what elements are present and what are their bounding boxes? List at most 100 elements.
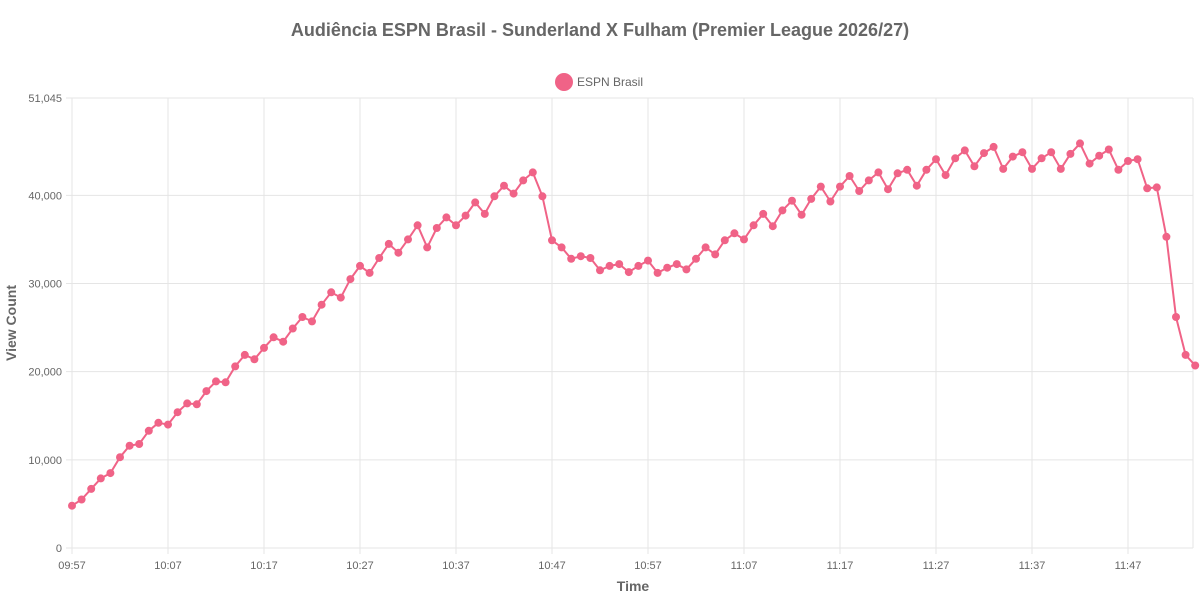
data-point[interactable] (1028, 164, 1036, 173)
data-point[interactable] (452, 221, 460, 230)
data-point[interactable] (605, 261, 614, 270)
data-point[interactable] (1037, 154, 1046, 163)
data-point[interactable] (404, 235, 412, 244)
data-point[interactable] (730, 229, 739, 238)
data-point[interactable] (807, 194, 816, 203)
data-point[interactable] (768, 222, 777, 231)
data-point[interactable] (1172, 313, 1180, 321)
data-point[interactable] (432, 224, 441, 232)
data-point[interactable] (269, 333, 278, 342)
data-point[interactable] (144, 426, 153, 435)
data-point[interactable] (154, 418, 163, 427)
data-point[interactable] (874, 168, 883, 177)
data-point[interactable] (941, 171, 950, 180)
data-point[interactable] (413, 221, 422, 230)
data-point[interactable] (826, 197, 835, 206)
data-point[interactable] (586, 254, 595, 262)
data-point[interactable] (864, 176, 873, 185)
data-point[interactable] (442, 213, 451, 222)
data-point[interactable] (951, 154, 960, 163)
data-point[interactable] (68, 501, 76, 510)
data-point[interactable] (1066, 149, 1075, 158)
data-point[interactable] (1018, 148, 1027, 157)
data-point[interactable] (855, 187, 864, 195)
data-point[interactable] (672, 260, 681, 269)
data-point[interactable] (519, 176, 528, 185)
data-point[interactable] (711, 250, 720, 259)
data-point[interactable] (816, 182, 825, 191)
data-point[interactable] (682, 265, 691, 274)
data-point[interactable] (701, 243, 710, 252)
data-point[interactable] (528, 168, 537, 177)
data-point[interactable] (471, 198, 480, 207)
data-point[interactable] (87, 484, 96, 493)
data-point[interactable] (298, 313, 307, 321)
data-point[interactable] (1143, 184, 1152, 193)
data-point[interactable] (96, 474, 105, 483)
data-point[interactable] (1191, 361, 1200, 370)
data-point[interactable] (317, 300, 326, 309)
data-point[interactable] (1181, 350, 1190, 359)
data-point[interactable] (509, 189, 518, 198)
data-point[interactable] (1056, 164, 1065, 173)
data-point[interactable] (202, 387, 211, 396)
data-point[interactable] (231, 362, 240, 371)
data-point[interactable] (1076, 139, 1084, 148)
data-point[interactable] (912, 181, 921, 190)
data-point[interactable] (576, 252, 585, 261)
data-point[interactable] (740, 235, 748, 244)
data-point[interactable] (135, 440, 144, 448)
data-point[interactable] (624, 268, 633, 277)
data-point[interactable] (1124, 157, 1132, 165)
data-point[interactable] (692, 254, 700, 263)
data-point[interactable] (884, 185, 892, 194)
data-point[interactable] (336, 293, 345, 302)
data-point[interactable] (480, 209, 489, 218)
data-point[interactable] (116, 453, 124, 462)
data-point[interactable] (759, 209, 768, 218)
data-point[interactable] (1095, 151, 1104, 160)
data-point[interactable] (1152, 183, 1161, 192)
data-point[interactable] (1133, 155, 1142, 164)
data-point[interactable] (1114, 165, 1123, 174)
data-point[interactable] (960, 146, 969, 155)
data-point[interactable] (1085, 159, 1094, 168)
data-point[interactable] (797, 210, 806, 219)
data-point[interactable] (461, 211, 470, 220)
data-point[interactable] (327, 288, 336, 297)
data-point[interactable] (183, 399, 192, 408)
data-point[interactable] (173, 408, 182, 417)
data-point[interactable] (548, 236, 556, 245)
data-point[interactable] (423, 243, 432, 252)
data-point[interactable] (538, 192, 547, 201)
data-point[interactable] (1047, 148, 1056, 157)
data-point[interactable] (999, 164, 1008, 173)
data-point[interactable] (1104, 145, 1113, 154)
data-point[interactable] (567, 254, 576, 263)
data-point[interactable] (288, 324, 297, 333)
data-point[interactable] (644, 256, 652, 265)
data-point[interactable] (106, 469, 115, 478)
data-point[interactable] (500, 181, 508, 190)
data-point[interactable] (970, 162, 979, 171)
data-point[interactable] (653, 268, 662, 277)
data-point[interactable] (221, 378, 230, 387)
data-point[interactable] (308, 317, 316, 326)
data-point[interactable] (250, 355, 259, 364)
data-point[interactable] (989, 142, 998, 151)
data-point[interactable] (164, 420, 172, 429)
data-point[interactable] (490, 192, 499, 201)
data-point[interactable] (922, 165, 931, 174)
data-point[interactable] (615, 260, 624, 269)
data-point[interactable] (557, 243, 566, 252)
data-point[interactable] (663, 263, 672, 272)
data-point[interactable] (980, 149, 988, 158)
data-point[interactable] (279, 337, 288, 346)
data-point[interactable] (1008, 152, 1017, 161)
data-point[interactable] (375, 254, 384, 262)
data-point[interactable] (192, 400, 201, 409)
data-point[interactable] (778, 206, 787, 215)
data-point[interactable] (212, 377, 220, 386)
data-point[interactable] (903, 165, 912, 174)
data-point[interactable] (932, 155, 940, 164)
